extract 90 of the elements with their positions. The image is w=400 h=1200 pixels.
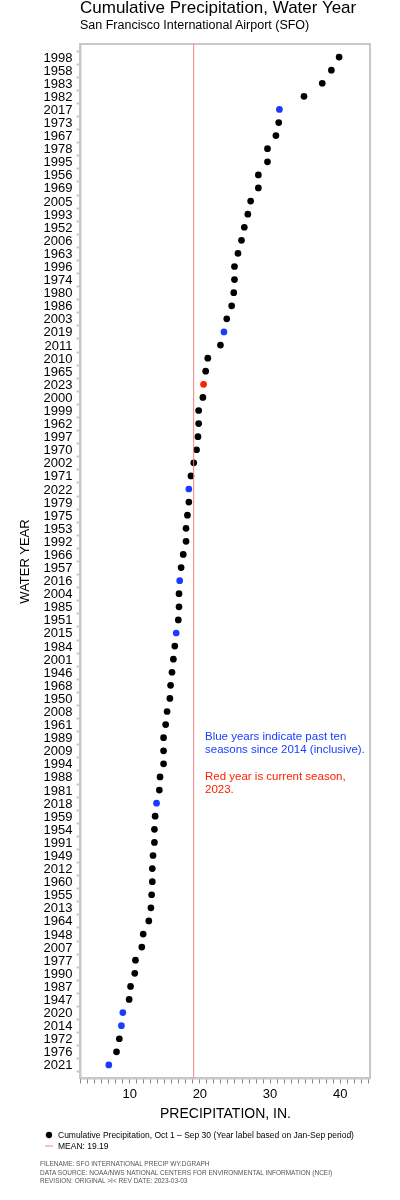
y-tick-label: 2005 bbox=[43, 193, 73, 209]
y-tick-label: 1960 bbox=[43, 874, 73, 890]
chart-title: Cumulative Precipitation, Water Year bbox=[80, 0, 357, 17]
y-tick-label: 1983 bbox=[43, 75, 73, 91]
y-tick-label: 2001 bbox=[43, 651, 73, 667]
x-axis-title: PRECIPITATION, IN. bbox=[160, 1104, 291, 1121]
y-tick-label: 1976 bbox=[43, 1044, 73, 1060]
y-tick-label: 2010 bbox=[43, 350, 73, 366]
y-tick-label: 1959 bbox=[43, 808, 73, 824]
y-tick-label: 1977 bbox=[43, 952, 73, 968]
y-tick-label: 2007 bbox=[43, 939, 73, 955]
y-tick-label: 1986 bbox=[43, 298, 73, 314]
y-tick-label: 1961 bbox=[43, 717, 73, 733]
y-tick-label: 1990 bbox=[43, 965, 73, 981]
y-tick-label: 2017 bbox=[43, 101, 73, 117]
y-tick-label: 1972 bbox=[43, 1031, 73, 1047]
y-tick-label: 1999 bbox=[43, 402, 73, 418]
y-tick-label: 2020 bbox=[43, 1005, 73, 1021]
y-tick-label: 2009 bbox=[43, 743, 73, 759]
y-tick-label: 1978 bbox=[43, 141, 73, 157]
y-tick-label: 1994 bbox=[43, 756, 73, 772]
y-tick-label: 1982 bbox=[43, 88, 73, 104]
y-tick-label: 2018 bbox=[43, 795, 73, 811]
y-tick-label: 1970 bbox=[43, 442, 73, 458]
y-tick-label: 2013 bbox=[43, 900, 73, 916]
y-tick-label: 2014 bbox=[43, 1018, 73, 1034]
y-tick-label: 2023 bbox=[43, 376, 73, 392]
y-tick-label: 1984 bbox=[43, 638, 73, 654]
chart-subtitle: San Francisco International Airport (SFO) bbox=[80, 17, 310, 32]
y-axis-title: WATER YEAR bbox=[16, 519, 32, 604]
y-tick-label: 1974 bbox=[43, 272, 73, 288]
y-tick-label: 2012 bbox=[43, 861, 73, 877]
y-tick-label: 2002 bbox=[43, 455, 73, 471]
y-tick-label: 1981 bbox=[43, 782, 73, 798]
y-tick-label: 1946 bbox=[43, 664, 73, 680]
y-tick-label: 1956 bbox=[43, 167, 73, 183]
y-tick-label: 1987 bbox=[43, 978, 73, 994]
y-tick-label: 1966 bbox=[43, 546, 73, 562]
y-tick-label: 2021 bbox=[43, 1057, 73, 1073]
y-tick-label: 2006 bbox=[43, 232, 73, 248]
y-tick-label: 1985 bbox=[43, 599, 73, 615]
x-tick-label: 10 bbox=[122, 1085, 137, 1101]
y-tick-label: 1993 bbox=[43, 206, 73, 222]
y-tick-label: 2003 bbox=[43, 311, 73, 327]
y-tick-label: 1969 bbox=[43, 180, 73, 196]
y-tick-label: 2015 bbox=[43, 625, 73, 641]
y-tick-label: 1996 bbox=[43, 259, 73, 275]
y-tick-label: 1948 bbox=[43, 926, 73, 942]
y-tick-label: 1953 bbox=[43, 520, 73, 536]
y-tick-label: 1962 bbox=[43, 416, 73, 432]
y-tick-label: 1988 bbox=[43, 769, 73, 785]
y-tick-label: 1989 bbox=[43, 730, 73, 746]
y-tick-label: 2019 bbox=[43, 324, 73, 340]
y-tick-label: 1991 bbox=[43, 834, 73, 850]
y-tick-label: 1997 bbox=[43, 429, 73, 445]
y-tick-label: 1979 bbox=[43, 494, 73, 510]
y-tick-label: 2000 bbox=[43, 389, 73, 405]
y-tick-label: 1967 bbox=[43, 128, 73, 144]
y-tick-label: 1949 bbox=[43, 847, 73, 863]
y-tick-label: 1998 bbox=[43, 49, 73, 65]
y-tick-label: 1995 bbox=[43, 154, 73, 170]
y-tick-label: 1958 bbox=[43, 62, 73, 78]
y-tick-label: 1952 bbox=[43, 219, 73, 235]
y-tick-label: 1950 bbox=[43, 690, 73, 706]
y-tick-label: 2011 bbox=[44, 337, 73, 353]
y-tick-label: 1955 bbox=[43, 887, 73, 903]
x-tick-label: 20 bbox=[192, 1085, 208, 1101]
legend-label: MEAN: 19.19 bbox=[58, 1141, 109, 1151]
y-tick-label: 1951 bbox=[43, 612, 73, 628]
y-tick-label: 1965 bbox=[43, 363, 73, 379]
y-tick-label: 1964 bbox=[43, 913, 73, 929]
y-tick-label: 2016 bbox=[43, 573, 73, 589]
annotation: Blue years indicate past ten seasons since 2014 (inclusive). bbox=[205, 730, 365, 755]
legend-label: Cumulative Precipitation, Oct 1 – Sep 30 (Year label based on Jan-Sep period) bbox=[58, 1130, 355, 1140]
y-tick-label: 1947 bbox=[43, 991, 73, 1007]
y-tick-label: 1954 bbox=[43, 821, 73, 837]
y-tick-label: 1980 bbox=[43, 285, 73, 301]
y-tick-label: 1957 bbox=[43, 560, 73, 576]
y-tick-label: 1975 bbox=[43, 507, 73, 523]
annotation: Red year is current season, 2023. bbox=[205, 770, 346, 795]
y-tick-label: 1971 bbox=[43, 468, 73, 484]
y-tick-label: 1963 bbox=[43, 245, 73, 261]
y-tick-label: 2008 bbox=[43, 704, 73, 720]
x-tick-label: 40 bbox=[333, 1085, 348, 1101]
x-tick-label: 30 bbox=[262, 1085, 278, 1101]
y-tick-label: 2022 bbox=[43, 481, 73, 497]
y-tick-label: 1992 bbox=[43, 533, 73, 549]
y-tick-label: 2004 bbox=[43, 586, 73, 602]
y-tick-label: 1973 bbox=[43, 115, 73, 131]
y-tick-label: 1968 bbox=[43, 677, 73, 693]
